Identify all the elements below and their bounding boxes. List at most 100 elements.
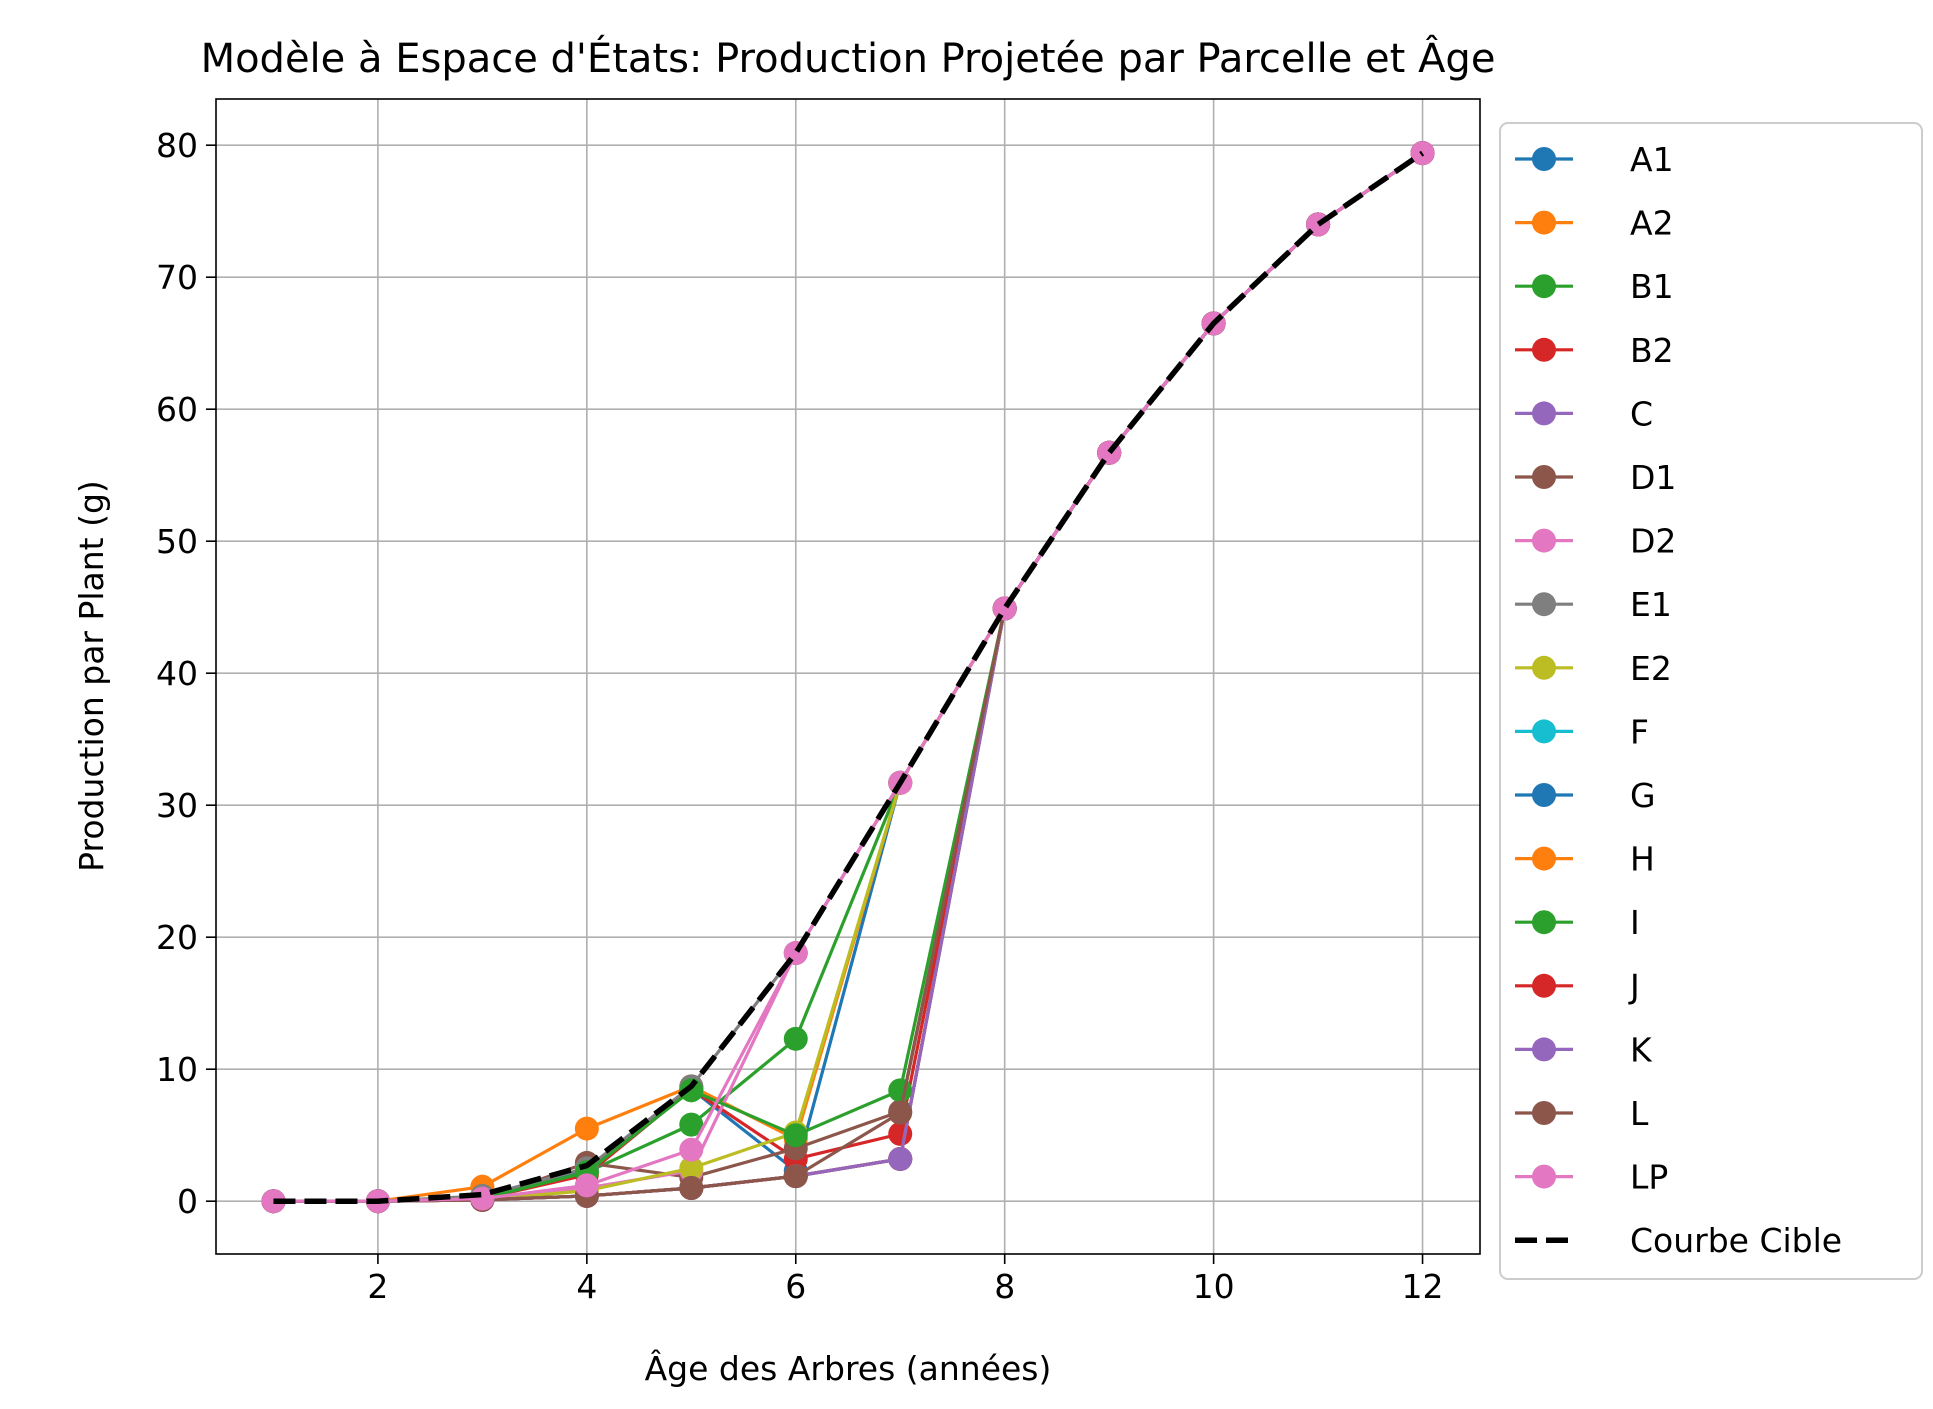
data-point <box>783 1123 808 1148</box>
series-e1 <box>261 141 1435 1214</box>
data-point <box>679 1156 704 1181</box>
legend-swatch-marker <box>1532 401 1556 426</box>
y-tick-label: 0 <box>177 1182 198 1221</box>
legend-item: G <box>1515 776 1656 815</box>
legend-item: D2 <box>1515 522 1676 561</box>
plot-series <box>261 141 1435 1214</box>
legend-swatch-marker <box>1532 1164 1556 1189</box>
series-line <box>273 151 1424 1203</box>
chart-title: Modèle à Espace d'États: Production Proj… <box>201 34 1496 82</box>
series-line <box>273 150 1425 1204</box>
legend-label: F <box>1630 712 1649 751</box>
legend-label: A2 <box>1630 204 1674 243</box>
legend-label: G <box>1630 776 1656 815</box>
series-b2 <box>261 141 1435 1214</box>
legend-label: A1 <box>1630 140 1674 179</box>
series-line <box>273 151 1424 1203</box>
y-axis-ticks: 0 10 20 30 40 50 60 70 80 <box>156 126 216 1221</box>
x-axis-label: Âge des Arbres (années) <box>645 1348 1052 1388</box>
series-line <box>273 151 1424 1203</box>
legend-label: K <box>1630 1030 1653 1069</box>
legend-box <box>1499 122 1923 1280</box>
x-tick-label: 8 <box>994 1267 1015 1306</box>
series-line <box>273 151 1424 1203</box>
series-j <box>261 141 1435 1214</box>
legend-swatch-marker <box>1532 910 1556 935</box>
series-line <box>273 151 1424 1203</box>
series-line <box>273 151 1424 1203</box>
legend-item: F <box>1515 712 1649 751</box>
legend-label: E2 <box>1630 649 1672 688</box>
legend-swatch-marker <box>1532 783 1556 807</box>
legend-swatch-marker <box>1532 973 1556 998</box>
legend-label: Courbe Cible <box>1630 1221 1842 1260</box>
legend-label: D2 <box>1630 522 1676 561</box>
legend-item: E2 <box>1515 649 1672 688</box>
legend-item: J <box>1515 967 1640 1006</box>
legend-item: D1 <box>1515 458 1676 497</box>
series-line <box>273 151 1424 1203</box>
series-a1 <box>261 141 1435 1214</box>
legend-label: J <box>1628 967 1640 1006</box>
series-e2 <box>261 141 1435 1214</box>
series-k <box>261 141 1435 1214</box>
legend-label: B2 <box>1630 331 1674 370</box>
series-b1 <box>261 141 1435 1214</box>
series-line <box>273 151 1424 1203</box>
legend-label: H <box>1630 840 1655 879</box>
series-line <box>273 151 1424 1203</box>
legend-label: I <box>1630 903 1640 942</box>
data-point <box>574 1173 599 1198</box>
legend-swatch-marker <box>1532 465 1556 489</box>
legend-swatch-marker <box>1532 846 1556 871</box>
series-line <box>273 151 1424 1203</box>
legend-swatch-marker <box>1532 528 1556 553</box>
series-line <box>273 151 1424 1203</box>
plot-frame <box>215 98 1481 1255</box>
legend-item: Courbe Cible <box>1515 1221 1842 1260</box>
legend-label: LP <box>1630 1158 1668 1197</box>
legend-label: C <box>1630 394 1653 433</box>
series-line <box>273 151 1424 1203</box>
legend-swatch-marker <box>1532 719 1556 744</box>
legend-swatch-marker <box>1532 1037 1556 1062</box>
legend-item: C <box>1515 394 1653 433</box>
series-h <box>261 141 1435 1214</box>
y-tick-label: 50 <box>156 522 198 561</box>
series-line <box>273 151 1424 1203</box>
series-g <box>261 141 1435 1214</box>
legend-item: B2 <box>1515 331 1674 370</box>
y-axis-label: Production par Plant (g) <box>72 480 111 872</box>
x-tick-label: 4 <box>576 1267 597 1306</box>
legend-label: E1 <box>1630 585 1672 624</box>
legend-item: L <box>1515 1094 1649 1133</box>
x-tick-label: 12 <box>1402 1267 1444 1306</box>
y-tick-label: 40 <box>156 654 198 693</box>
series-c <box>261 141 1435 1214</box>
grid-lines <box>216 99 1480 1254</box>
y-tick-label: 70 <box>156 258 198 297</box>
legend-item: K <box>1515 1030 1653 1069</box>
series-line <box>273 151 1424 1203</box>
data-point <box>679 1112 704 1137</box>
data-point <box>888 1078 913 1103</box>
y-tick-label: 10 <box>156 1050 198 1089</box>
data-point <box>679 1137 704 1162</box>
series-i <box>261 141 1435 1214</box>
legend-item: I <box>1515 903 1640 942</box>
legend-item: E1 <box>1515 585 1672 624</box>
series-line <box>273 151 1424 1203</box>
series-f <box>261 141 1435 1214</box>
series-a2 <box>261 141 1435 1214</box>
data-point <box>783 1164 808 1189</box>
legend-swatch-marker <box>1532 274 1556 299</box>
legend-swatch-marker <box>1532 147 1556 171</box>
legend-item: A1 <box>1515 140 1674 179</box>
data-point <box>574 1116 599 1141</box>
legend-item: H <box>1515 840 1655 879</box>
data-point <box>888 1100 913 1125</box>
series-courbe-cible <box>273 150 1425 1204</box>
y-tick-label: 20 <box>156 918 198 957</box>
